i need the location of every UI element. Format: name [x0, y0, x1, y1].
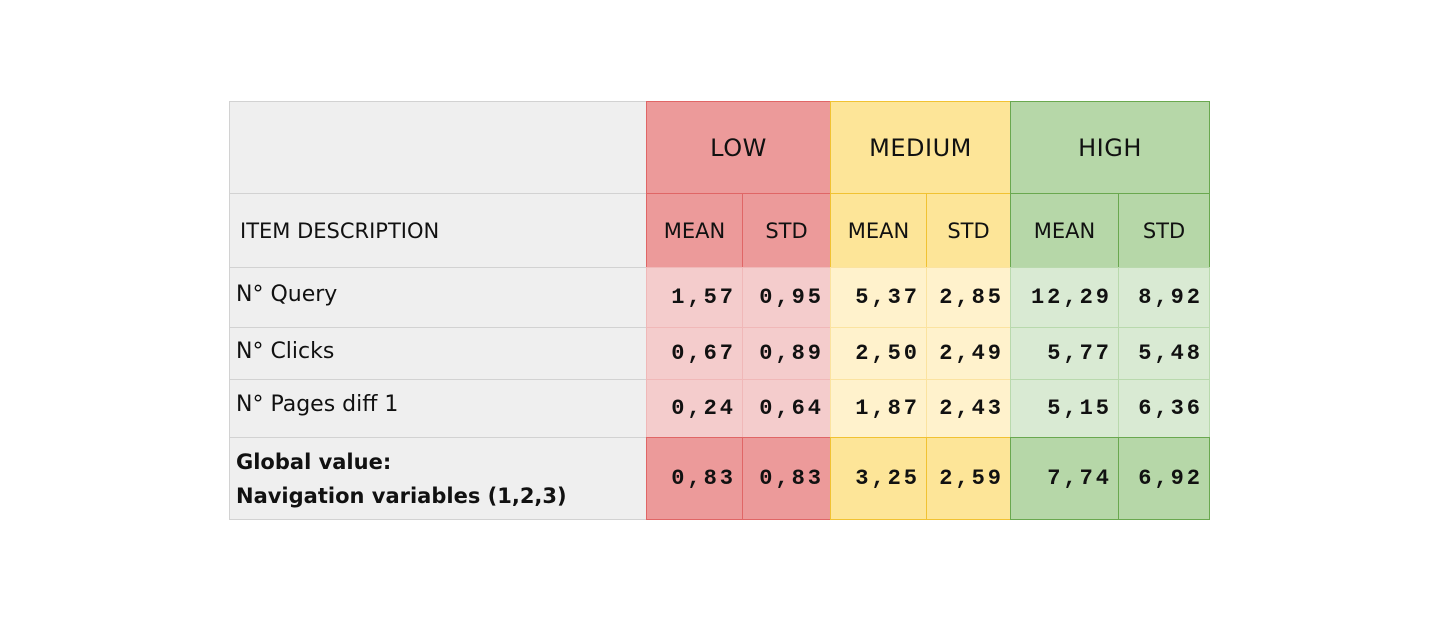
value-cell: 2,50	[830, 327, 927, 380]
group-header-low: LOW	[646, 101, 831, 194]
summary-value-text: 0,83	[671, 466, 736, 491]
subheader-label: STD	[947, 218, 990, 243]
value-cell: 0,64	[742, 379, 831, 438]
summary-value-text: 2,59	[939, 466, 1004, 491]
value-cell: 6,36	[1118, 379, 1210, 438]
row-label: N° Clicks	[236, 339, 335, 364]
value-text: 8,92	[1138, 285, 1203, 310]
summary-value-cell: 3,25	[830, 437, 927, 520]
value-text: 2,85	[939, 285, 1004, 310]
summary-value-text: 6,92	[1138, 466, 1203, 491]
summary-label-line2: Navigation variables (1,2,3)	[236, 483, 567, 508]
results-table: ITEM DESCRIPTION N° Query N° Clicks N° P…	[229, 101, 1210, 520]
subheader-low-mean: MEAN	[646, 193, 743, 268]
subheader-medium-std: STD	[926, 193, 1011, 268]
value-cell: 8,92	[1118, 267, 1210, 328]
value-text: 0,24	[671, 396, 736, 421]
group-label-medium: MEDIUM	[869, 133, 972, 162]
value-cell: 0,95	[742, 267, 831, 328]
summary-value-text: 3,25	[855, 466, 920, 491]
item-description-header: ITEM DESCRIPTION	[229, 193, 647, 268]
summary-value-cell: 7,74	[1010, 437, 1119, 520]
row-label: N° Query	[236, 282, 338, 307]
subheader-low-std: STD	[742, 193, 831, 268]
value-cell: 5,77	[1010, 327, 1119, 380]
row-label: N° Pages diff 1	[236, 392, 399, 417]
summary-value-text: 0,83	[759, 466, 824, 491]
value-text: 5,77	[1047, 341, 1112, 366]
value-cell: 0,89	[742, 327, 831, 380]
value-cell: 12,29	[1010, 267, 1119, 328]
summary-value-cell: 0,83	[646, 437, 743, 520]
subheader-label: MEAN	[663, 218, 726, 243]
value-cell: 1,57	[646, 267, 743, 328]
row-label-cell: N° Query	[229, 267, 647, 328]
value-text: 0,89	[759, 341, 824, 366]
subheader-label: STD	[1142, 218, 1186, 243]
subheader-high-mean: MEAN	[1010, 193, 1119, 268]
value-cell: 2,85	[926, 267, 1011, 328]
value-text: 5,15	[1047, 396, 1112, 421]
value-cell: 1,87	[830, 379, 927, 438]
value-cell: 5,48	[1118, 327, 1210, 380]
value-cell: 2,43	[926, 379, 1011, 438]
value-text: 2,49	[939, 341, 1004, 366]
value-text: 5,48	[1138, 341, 1203, 366]
value-text: 1,57	[671, 285, 736, 310]
summary-value-cell: 6,92	[1118, 437, 1210, 520]
summary-value-cell: 2,59	[926, 437, 1011, 520]
row-label-cell: N° Pages diff 1	[229, 379, 647, 438]
summary-value-cell: 0,83	[742, 437, 831, 520]
row-label-cell: N° Clicks	[229, 327, 647, 380]
group-label-high: HIGH	[1078, 133, 1142, 162]
item-description-label: ITEM DESCRIPTION	[240, 218, 440, 243]
group-label-low: LOW	[710, 133, 767, 162]
value-cell: 2,49	[926, 327, 1011, 380]
value-text: 2,50	[855, 341, 920, 366]
value-cell: 0,67	[646, 327, 743, 380]
subheader-high-std: STD	[1118, 193, 1210, 268]
subheader-label: MEAN	[1033, 218, 1096, 243]
value-text: 0,67	[671, 341, 736, 366]
value-text: 6,36	[1138, 396, 1203, 421]
subheader-label: STD	[765, 218, 808, 243]
subheader-label: MEAN	[847, 218, 910, 243]
value-cell: 5,15	[1010, 379, 1119, 438]
value-text: 12,29	[1030, 285, 1112, 310]
value-cell: 0,24	[646, 379, 743, 438]
summary-value-text: 7,74	[1047, 466, 1112, 491]
value-text: 0,64	[759, 396, 824, 421]
value-text: 1,87	[855, 396, 920, 421]
summary-label-cell: Global value: Navigation variables (1,2,…	[229, 437, 647, 520]
summary-label-line1: Global value:	[236, 449, 392, 474]
group-header-medium: MEDIUM	[830, 101, 1011, 194]
group-header-high: HIGH	[1010, 101, 1210, 194]
value-text: 5,37	[855, 285, 920, 310]
value-cell: 5,37	[830, 267, 927, 328]
value-text: 2,43	[939, 396, 1004, 421]
value-text: 0,95	[759, 285, 824, 310]
header-corner-cell	[229, 101, 647, 194]
subheader-medium-mean: MEAN	[830, 193, 927, 268]
